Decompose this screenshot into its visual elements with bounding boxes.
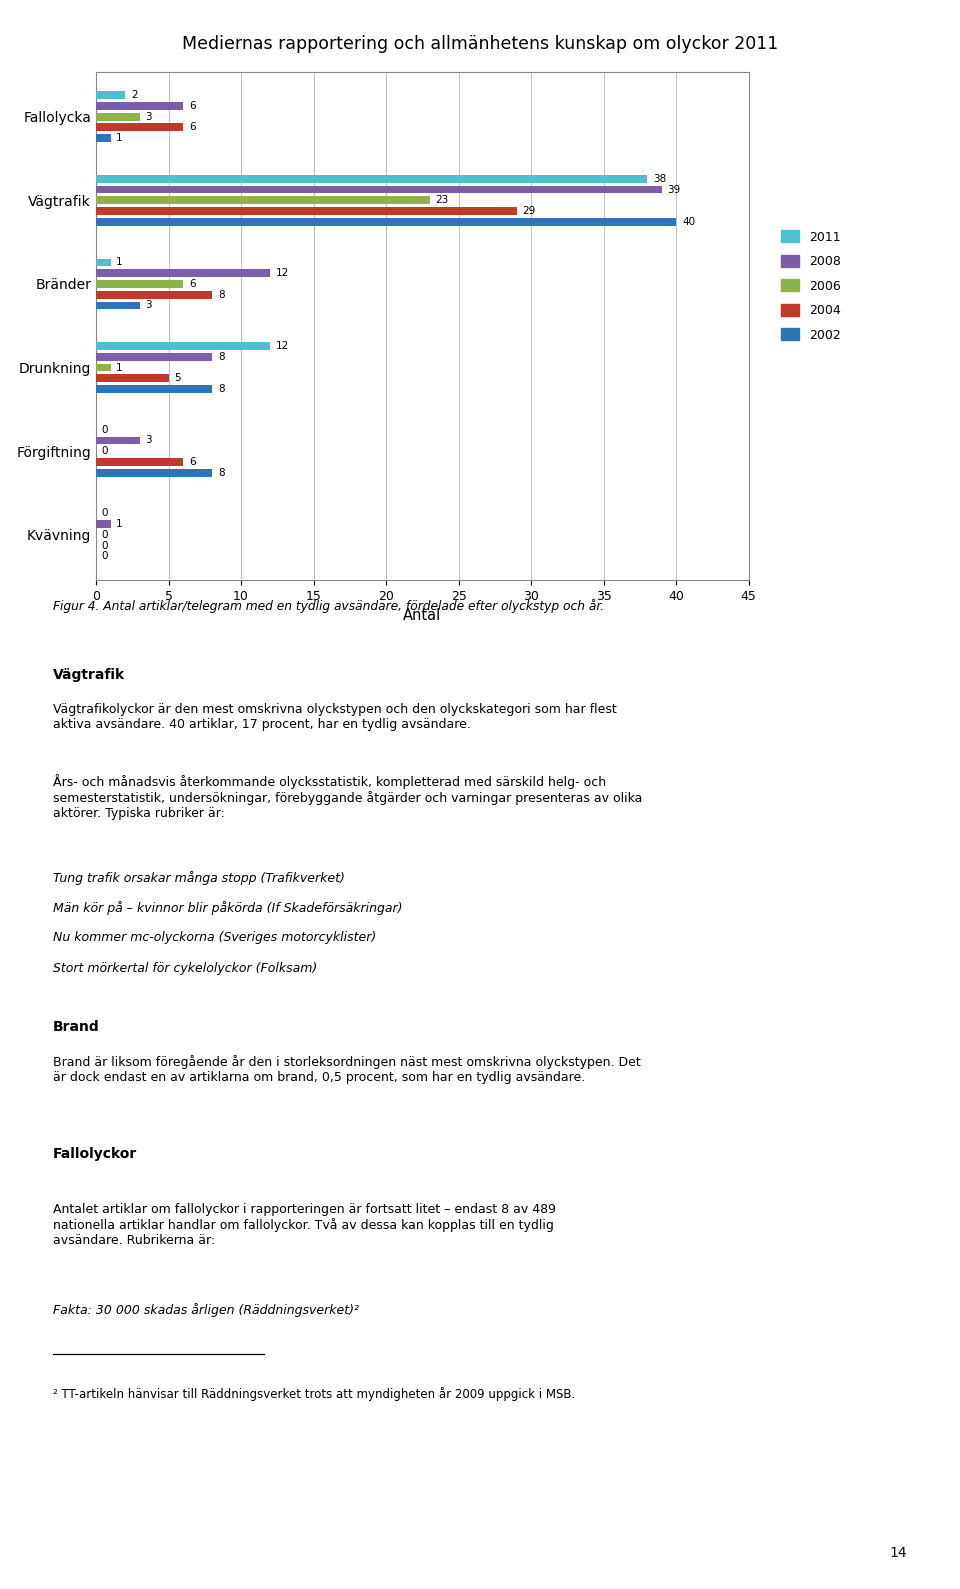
Bar [96, 91, 125, 99]
Text: Vägtrafikolyckor är den mest omskrivna olyckstypen och den olyckskategori som ha: Vägtrafikolyckor är den mest omskrivna o… [53, 702, 616, 731]
Text: Brand: Brand [53, 1020, 100, 1034]
Text: Vägtrafik: Vägtrafik [53, 667, 125, 682]
Bar [96, 207, 516, 215]
Bar [96, 269, 270, 276]
Text: 8: 8 [218, 289, 225, 300]
Bar [96, 124, 183, 132]
Text: 29: 29 [522, 207, 536, 216]
Bar [96, 113, 139, 121]
Text: 3: 3 [145, 300, 152, 310]
Bar [96, 291, 212, 299]
Text: 5: 5 [175, 373, 181, 383]
Text: Mediernas rapportering och allmänhetens kunskap om olyckor 2011: Mediernas rapportering och allmänhetens … [181, 35, 779, 52]
Text: 14: 14 [890, 1546, 907, 1560]
Text: Figur 4. Antal artiklar/telegram med en tydlig avsändare, fördelade efter olycks: Figur 4. Antal artiklar/telegram med en … [53, 599, 604, 613]
Text: 1: 1 [116, 133, 123, 143]
Bar [96, 353, 212, 361]
Text: 6: 6 [189, 100, 196, 111]
Text: 6: 6 [189, 280, 196, 289]
Text: 0: 0 [102, 540, 108, 551]
Text: 40: 40 [682, 216, 695, 227]
Text: 1: 1 [116, 520, 123, 529]
X-axis label: Antal: Antal [403, 609, 442, 623]
Text: Nu kommer mc-olyckorna (Sveriges motorcyklister): Nu kommer mc-olyckorna (Sveriges motorcy… [53, 931, 376, 944]
Text: 0: 0 [102, 508, 108, 518]
Bar [96, 102, 183, 110]
Text: 0: 0 [102, 551, 108, 561]
Bar [96, 364, 110, 372]
Bar [96, 259, 110, 267]
Legend: 2011, 2008, 2006, 2004, 2002: 2011, 2008, 2006, 2004, 2002 [781, 230, 841, 342]
Text: Brand är liksom föregående år den i storleksordningen näst mest omskrivna olycks: Brand är liksom föregående år den i stor… [53, 1055, 640, 1084]
Bar [96, 520, 110, 528]
Text: 0: 0 [102, 424, 108, 435]
Text: 1: 1 [116, 362, 123, 372]
Bar [96, 302, 139, 310]
Text: Fakta: 30 000 skadas årligen (Räddningsverket)²: Fakta: 30 000 skadas årligen (Räddningsv… [53, 1303, 359, 1317]
Text: Stort mörkertal för cykelolyckor (Folksam): Stort mörkertal för cykelolyckor (Folksa… [53, 961, 317, 974]
Bar [96, 186, 661, 194]
Text: 12: 12 [276, 269, 289, 278]
Bar [96, 342, 270, 350]
Bar [96, 280, 183, 288]
Text: 0: 0 [102, 447, 108, 456]
Bar [96, 218, 676, 226]
Bar [96, 385, 212, 392]
Text: ² TT-artikeln hänvisar till Räddningsverket trots att myndigheten år 2009 uppgic: ² TT-artikeln hänvisar till Räddningsver… [53, 1387, 575, 1401]
Bar [96, 375, 169, 383]
Text: Tung trafik orsakar många stopp (Trafikverket): Tung trafik orsakar många stopp (Trafikv… [53, 871, 345, 885]
Text: 8: 8 [218, 385, 225, 394]
Text: 3: 3 [145, 111, 152, 122]
Bar [96, 458, 183, 466]
Text: 8: 8 [218, 351, 225, 362]
Text: 2: 2 [131, 91, 137, 100]
Text: 0: 0 [102, 529, 108, 540]
Text: 12: 12 [276, 342, 289, 351]
Text: 1: 1 [116, 257, 123, 267]
Text: Fallolyckor: Fallolyckor [53, 1147, 137, 1160]
Text: 6: 6 [189, 122, 196, 132]
Bar [96, 197, 430, 203]
Text: Års- och månadsvis återkommande olycksstatistik, kompletterad med särskild helg-: Års- och månadsvis återkommande olycksst… [53, 774, 642, 820]
Text: 8: 8 [218, 467, 225, 478]
Text: 23: 23 [436, 195, 448, 205]
Bar [96, 175, 647, 183]
Text: 38: 38 [653, 173, 666, 184]
Text: Antalet artiklar om fallolyckor i rapporteringen är fortsatt litet – endast 8 av: Antalet artiklar om fallolyckor i rappor… [53, 1203, 556, 1247]
Text: 39: 39 [667, 184, 681, 194]
Bar [96, 133, 110, 141]
Text: 3: 3 [145, 435, 152, 445]
Text: 6: 6 [189, 458, 196, 467]
Bar [96, 437, 139, 445]
Bar [96, 469, 212, 477]
Text: Män kör på – kvinnor blir påkörda (If Skadeförsäkringar): Män kör på – kvinnor blir påkörda (If Sk… [53, 901, 402, 915]
